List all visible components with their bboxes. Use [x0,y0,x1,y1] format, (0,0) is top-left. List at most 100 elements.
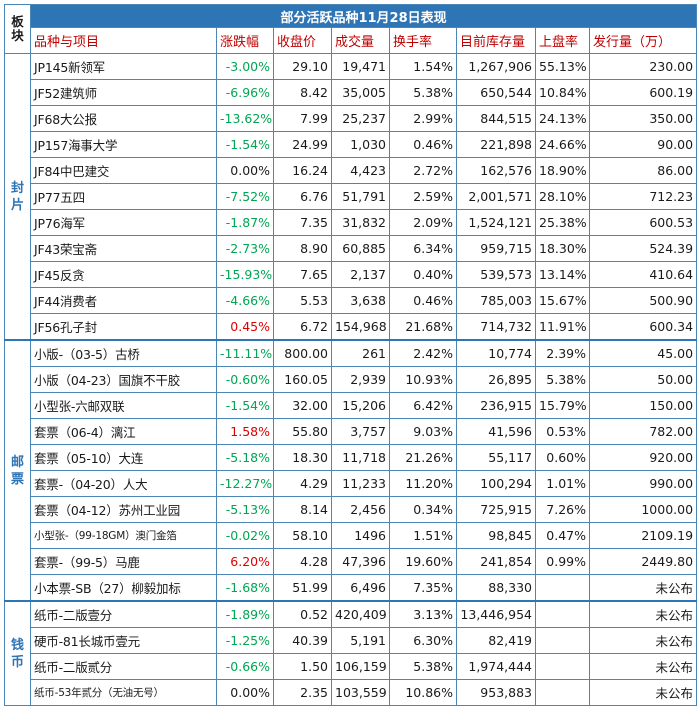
cell-issue: 230.00 [588,53,698,80]
cell-upper [535,600,590,628]
header-issue: 发行量（万） [588,27,698,54]
section-label: 钱币 [4,600,31,706]
cell-name: 小本票-SB（27）柳毅加标 [30,574,217,602]
section-label: 邮票 [4,339,31,602]
cell-close: 160.05 [273,366,332,393]
cell-turnover: 1.54% [389,53,457,80]
cell-change: -1.54% [216,392,274,419]
cell-name: 套票-（99-5）马鹿 [30,548,217,575]
cell-stock: 82,419 [456,627,536,654]
cell-upper: 5.38% [535,366,590,393]
cell-change: -15.93% [216,261,274,288]
cell-turnover: 6.30% [389,627,457,654]
cell-name: 纸币-二版贰分 [30,653,217,680]
cell-upper: 0.47% [535,522,590,549]
cell-upper [535,574,590,602]
cell-upper: 28.10% [535,183,590,210]
cell-stock: 714,732 [456,313,536,341]
cell-turnover: 0.34% [389,496,457,523]
cell-name: 小版（04-23）国旗不干胶 [30,366,217,393]
cell-turnover: 2.09% [389,209,457,236]
cell-issue: 920.00 [588,444,698,471]
cell-upper: 13.14% [535,261,590,288]
cell-stock: 10,774 [456,339,536,367]
cell-name: 小型张-六邮双联 [30,392,217,419]
cell-name: 套票（04-12）苏州工业园 [30,496,217,523]
cell-issue: 410.64 [588,261,698,288]
cell-name: JF43荣宝斋 [30,235,217,262]
cell-volume: 420,409 [331,600,390,628]
cell-volume: 3,638 [331,287,390,314]
cell-close: 7.35 [273,209,332,236]
cell-turnover: 11.20% [389,470,457,497]
cell-volume: 4,423 [331,157,390,184]
cell-name: 小版-（03-5）古桥 [30,339,217,367]
cell-issue: 600.34 [588,313,698,341]
table-row: JP77五四 -7.52% 6.76 51,791 2.59% 2,001,571 28.1… [5,183,698,210]
cell-issue: 524.39 [588,235,698,262]
cell-volume: 1,030 [331,131,390,158]
cell-issue: 未公布 [588,679,698,706]
cell-turnover: 9.03% [389,418,457,445]
cell-upper: 15.67% [535,287,590,314]
cell-stock: 785,003 [456,287,536,314]
cell-name: 小型张-（99-18GM）澳门金箔 [30,522,217,549]
cell-volume: 2,137 [331,261,390,288]
cell-issue: 未公布 [588,574,698,602]
table-row: 纸币-53年贰分（无油无号） 0.00% 2.35 103,559 10.86% 953,… [5,679,698,706]
cell-volume: 2,939 [331,366,390,393]
cell-name: JP77五四 [30,183,217,210]
cell-upper: 55.13% [535,53,590,80]
cell-change: -1.89% [216,600,274,628]
cell-change: -0.02% [216,522,274,549]
cell-close: 8.14 [273,496,332,523]
cell-close: 32.00 [273,392,332,419]
header-turnover: 换手率 [389,27,457,54]
cell-change: -3.00% [216,53,274,80]
cell-turnover: 6.34% [389,235,457,262]
cell-close: 1.50 [273,653,332,680]
cell-name: JP157海事大学 [30,131,217,158]
cell-close: 800.00 [273,339,332,367]
cell-change: -13.62% [216,105,274,132]
table-row: JF43荣宝斋 -2.73% 8.90 60,885 6.34% 959,715 18.30… [5,235,698,262]
cell-name: JF44消费者 [30,287,217,314]
cell-issue: 未公布 [588,653,698,680]
block-header: 板 块 [4,4,31,54]
table-row: JP76海军 -1.87% 7.35 31,832 2.09% 1,524,121 25.3… [5,209,698,236]
cell-change: -6.96% [216,79,274,106]
cell-volume: 103,559 [331,679,390,706]
section-char: 票 [10,471,24,487]
cell-issue: 1000.00 [588,496,698,523]
cell-issue: 未公布 [588,627,698,654]
cell-upper: 11.91% [535,313,590,341]
cell-stock: 1,974,444 [456,653,536,680]
cell-change: -1.68% [216,574,274,602]
cell-stock: 844,515 [456,105,536,132]
header-change: 涨跌幅 [216,27,274,54]
cell-issue: 2109.19 [588,522,698,549]
table-title: 部分活跃品种11月28日表现 [29,4,698,28]
cell-change: 0.00% [216,157,274,184]
cell-issue: 990.00 [588,470,698,497]
cell-stock: 725,915 [456,496,536,523]
cell-upper [535,627,590,654]
cell-turnover: 2.59% [389,183,457,210]
cell-close: 40.39 [273,627,332,654]
cell-turnover: 2.99% [389,105,457,132]
cell-turnover: 0.40% [389,261,457,288]
cell-volume: 60,885 [331,235,390,262]
cell-stock: 1,524,121 [456,209,536,236]
cell-volume: 47,396 [331,548,390,575]
header-close: 收盘价 [273,27,332,54]
cell-volume: 11,718 [331,444,390,471]
cell-change: -1.25% [216,627,274,654]
cell-stock: 221,898 [456,131,536,158]
cell-issue: 600.19 [588,79,698,106]
cell-upper: 1.01% [535,470,590,497]
cell-turnover: 6.42% [389,392,457,419]
section-char: 钱 [10,637,24,653]
cell-change: 0.00% [216,679,274,706]
cell-turnover: 1.51% [389,522,457,549]
cell-close: 6.76 [273,183,332,210]
